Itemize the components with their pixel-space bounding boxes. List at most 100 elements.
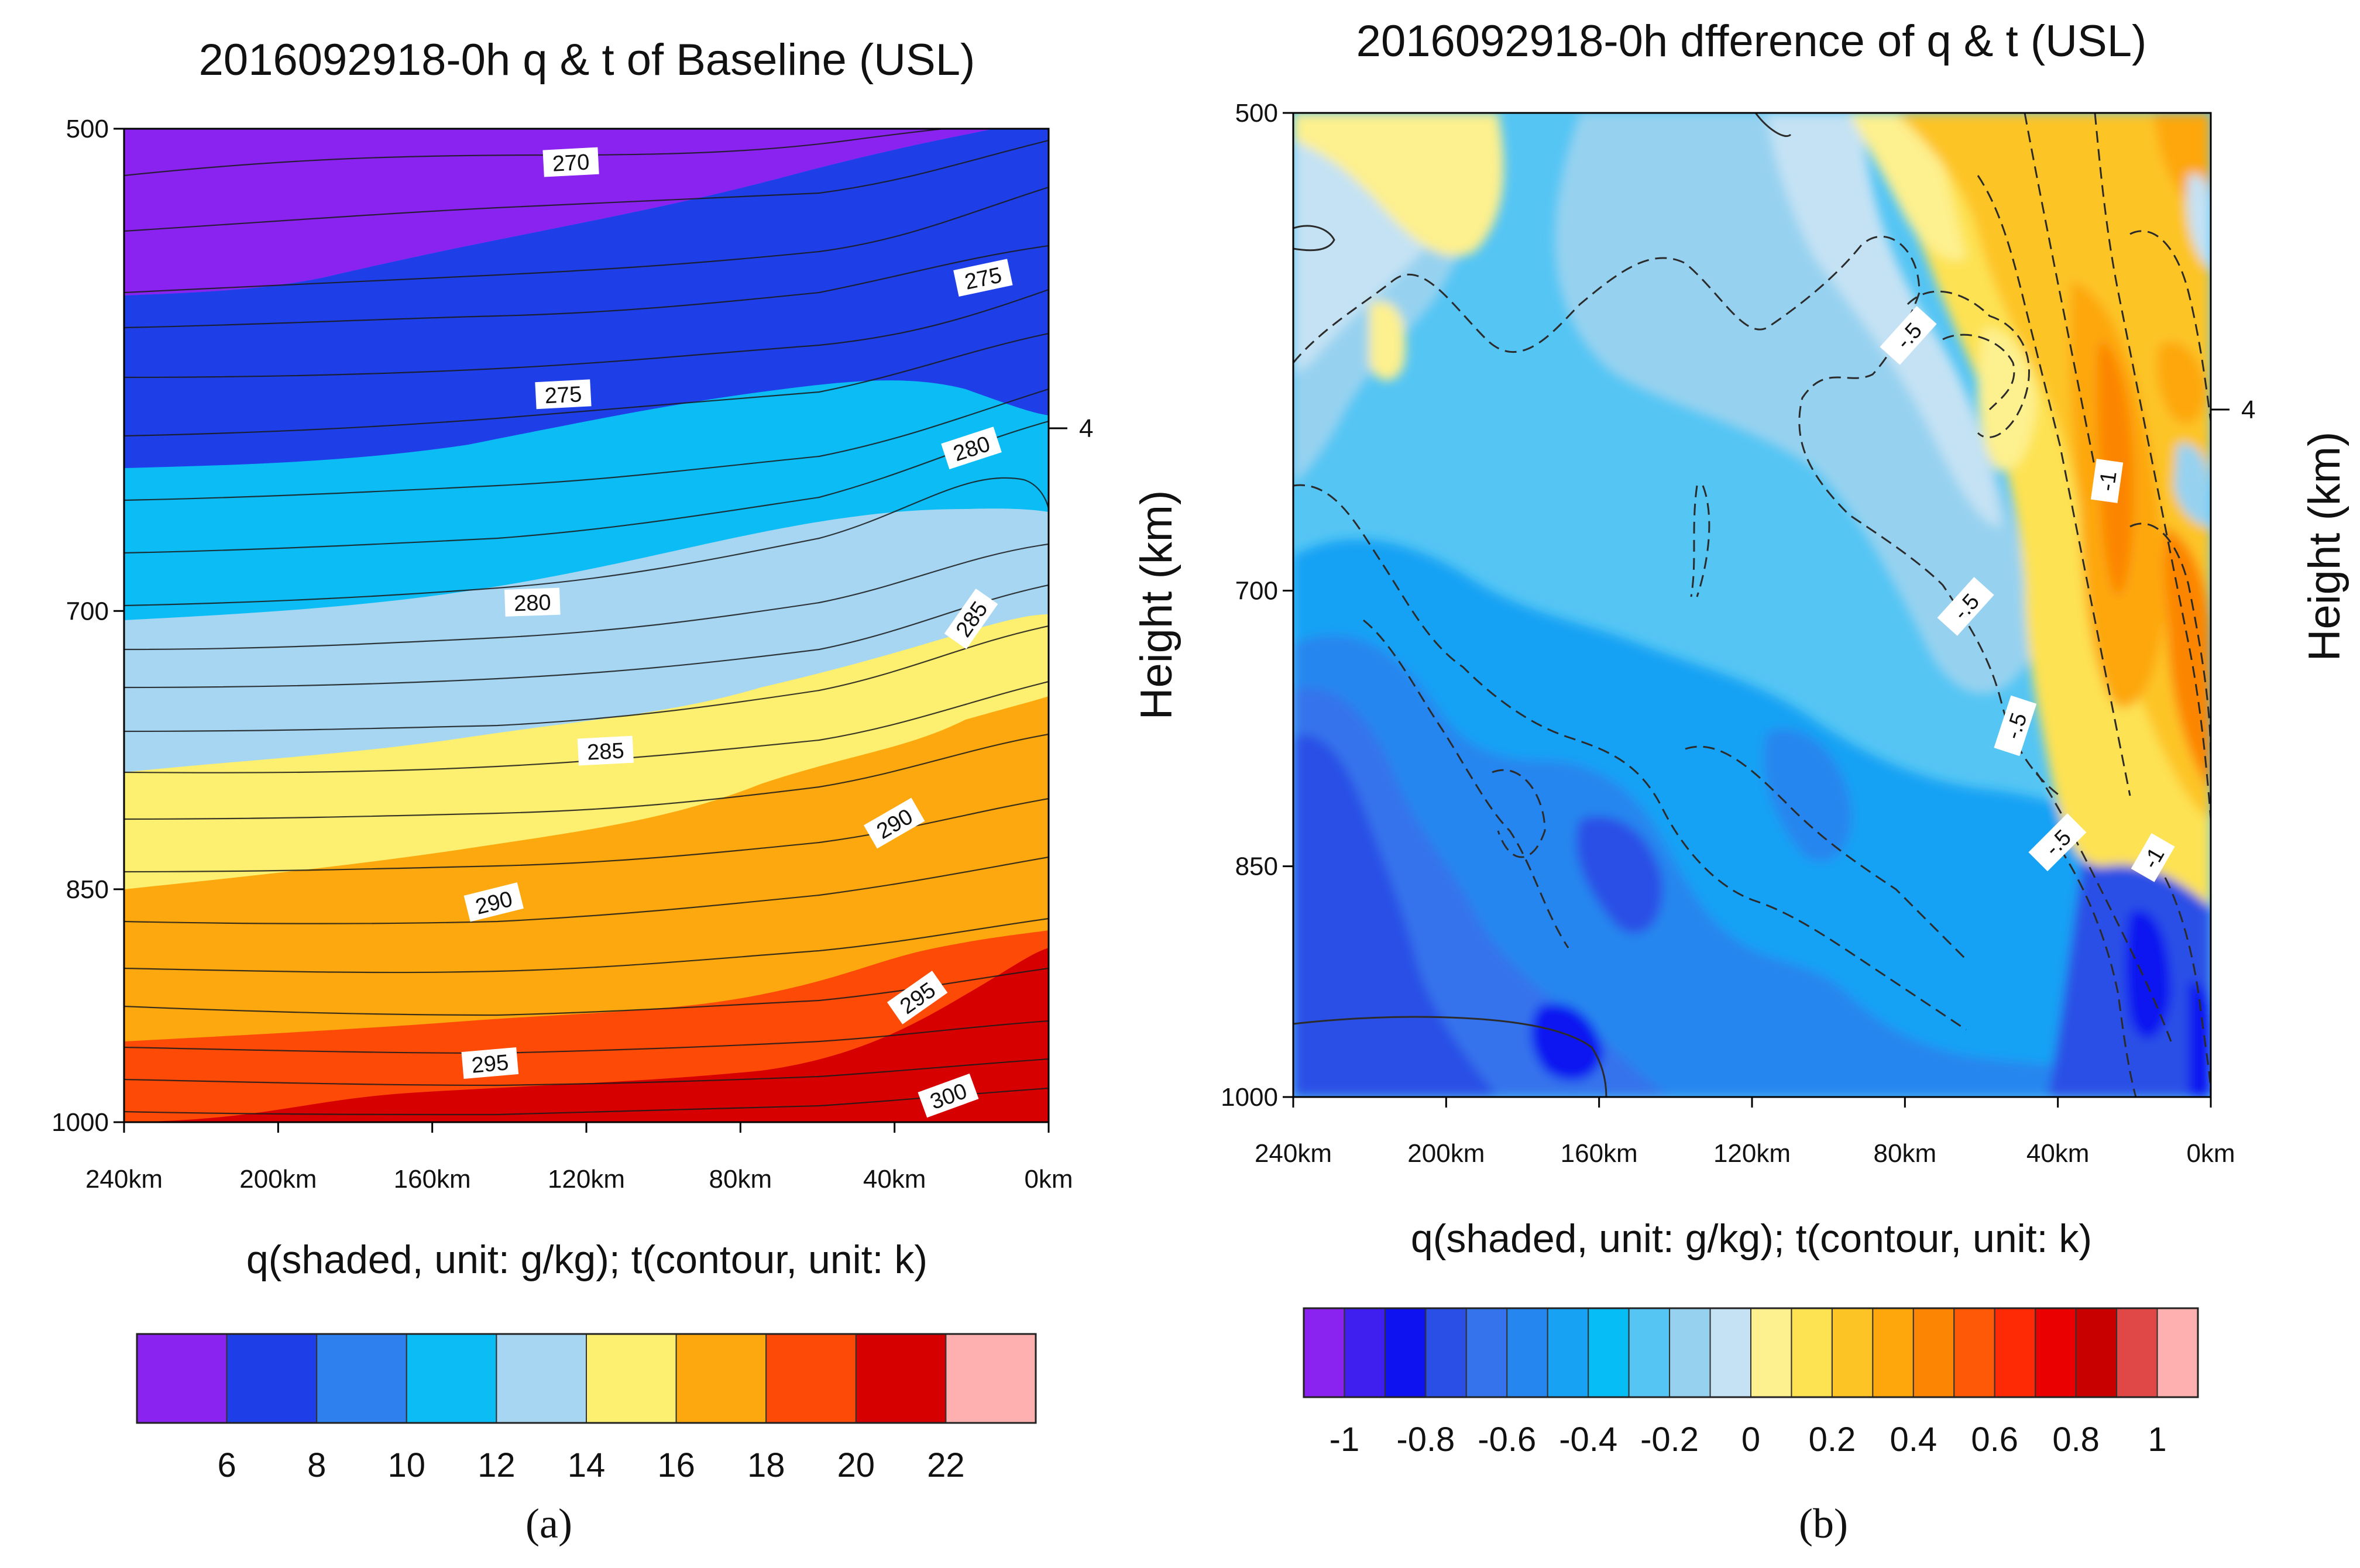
y-tick-label: 700 [66,597,109,625]
contour-label: -1 [2090,459,2124,503]
contour-label-bg [535,379,592,410]
q-diff-area-lightblue-right-pocket [2174,443,2211,527]
contour-label-bg [2131,833,2175,882]
contour-neg1-g [2129,522,2211,761]
x-tick-label: 200km [239,1165,317,1194]
colorbar-swatch [1872,1308,1914,1398]
colorbar-swatch [1994,1308,2036,1398]
y-tick-label: 500 [66,115,109,143]
contour-label-bg [542,147,599,177]
contour-neg1-c [1977,175,2131,796]
x-tick-label: 80km [709,1165,772,1194]
contour-label-text: 275 [544,382,583,408]
isotherm-272 [124,139,1049,232]
colorbar-swatch [675,1333,767,1423]
x-tick-label: 160km [394,1165,471,1194]
contour-label-bg [941,427,1002,470]
contour-neg1-j [2164,877,2211,1097]
isotherms-a [124,129,1049,1116]
colorbar-swatch [136,1333,228,1423]
isotherm-288 [124,625,1049,733]
colorbar-swatch [1344,1308,1386,1398]
contour-label-bg [2090,459,2124,503]
y-tick-label: 700 [1235,576,1278,605]
y-tick-label: 850 [66,875,109,904]
axes-b: 240km 200km 160km 120km 80km 40km 0km 500 700 850… [1221,99,2255,1168]
isotherm-286 [124,543,1049,651]
contour-label-bg [1880,306,1937,365]
panel-a-title: 2016092918-0h q & t of Baseline (USL) [199,35,975,85]
panel-b-plot-area [1293,113,2211,1097]
x-tick-label: 200km [1407,1139,1485,1168]
panel-b-right-ylabel: Height (km) [2300,432,2349,662]
x-tick-label: 0km [2186,1139,2235,1168]
contour-neg1-i [2059,848,2137,1097]
contour-label: -.5 [1937,577,1994,636]
contour-neg05-c [1363,619,1569,948]
colorbar-frame [1303,1307,2199,1398]
q-diff-area-blue6 [1576,816,1663,934]
colorbar-label: 6 [217,1446,236,1484]
colorbar-b: -1 -0.8 -0.6 -0.4 -0.2 0 0.2 0.4 0.6 0.8 1 [1303,1307,2199,1459]
isotherm-287 [124,584,1049,689]
colorbar-swatch [1912,1308,1955,1398]
contour-label-bg [863,797,925,849]
contour-label-text: -1 [2094,470,2121,493]
panel-a-label: (a) [525,1500,572,1547]
colorbar-swatch [2116,1308,2158,1398]
contour-neg05-d [1492,769,1546,858]
temp-diff-contours [1293,113,2211,1097]
colorbar-label: 0 [1741,1421,1760,1459]
q-diff-area-orange4 [2163,527,2211,790]
contour-neg05-f [1690,485,1710,597]
x-tick-label: 40km [863,1165,926,1194]
contour-neg05-a [1293,235,2060,797]
colorbar-label: 12 [478,1446,516,1484]
contour-label: 295 [461,1047,519,1079]
colorbar-swatch [855,1333,947,1423]
contour-neg1-f [2129,230,2211,422]
colorbar-swatch [1628,1308,1671,1398]
contour-labels-b: -.5-.5-.5-.5-1-1 [1880,306,2175,882]
colorbar-label: -0.2 [1640,1421,1699,1459]
colorbar-label: 14 [568,1446,606,1484]
q-band-6 [124,129,995,295]
contour-label: 270 [542,147,599,177]
colorbar-swatch [2035,1308,2077,1398]
axes-a: 240km 200km 160km 120km 80km 40km 0km 500 700 850… [51,115,1093,1194]
isotherm-282 [124,388,1049,501]
colorbar-label: 16 [657,1446,695,1484]
contour-label-bg [504,587,561,617]
y-tick-label: 500 [1235,99,1278,128]
x-tick-label: 80km [1874,1139,1937,1168]
contour-label: 285 [577,735,634,766]
colorbar-swatch [945,1333,1037,1423]
panel-b-left-ylabel: Height (km) [1132,490,1181,720]
isotherm-293 [124,856,1049,924]
q-diff-area-blue7 [1763,728,1852,862]
q-band-20 [124,1041,1049,1122]
contour-label-bg [953,259,1013,297]
isotherm-298 [124,1058,1049,1086]
x-tick-label: 40km [2026,1139,2090,1168]
x-tick-label: 240km [1255,1139,1332,1168]
isotherm-292 [124,797,1049,873]
colorbar-swatch [1953,1308,1995,1398]
contour-label-bg [887,971,948,1024]
colorbar-swatch [1709,1308,1751,1398]
colorbar-label: -1 [1330,1421,1360,1459]
colorbar-label: 0.8 [2052,1421,2100,1459]
q-diff-area-lightblue-right-top [2187,174,2211,269]
right-tick-label: 4 [2241,396,2255,424]
contour-label-bg [1937,577,1994,636]
contour-neg1-h [2035,772,2172,1042]
colorbar-label: -0.4 [1559,1421,1617,1459]
panel-a: 2016092918-0h q & t of Baseline (USL) [51,35,1093,1547]
colorbar-label: 22 [927,1446,965,1484]
x-tick-label: 160km [1561,1139,1638,1168]
colorbar-label: 8 [307,1446,326,1484]
colorbar-label: -0.8 [1396,1421,1455,1459]
q-diff-area-yellow-mid-pocket [1977,328,2036,472]
colorbar-swatch [1303,1308,1345,1398]
temp-diff-contours-solid [1293,113,1792,1097]
